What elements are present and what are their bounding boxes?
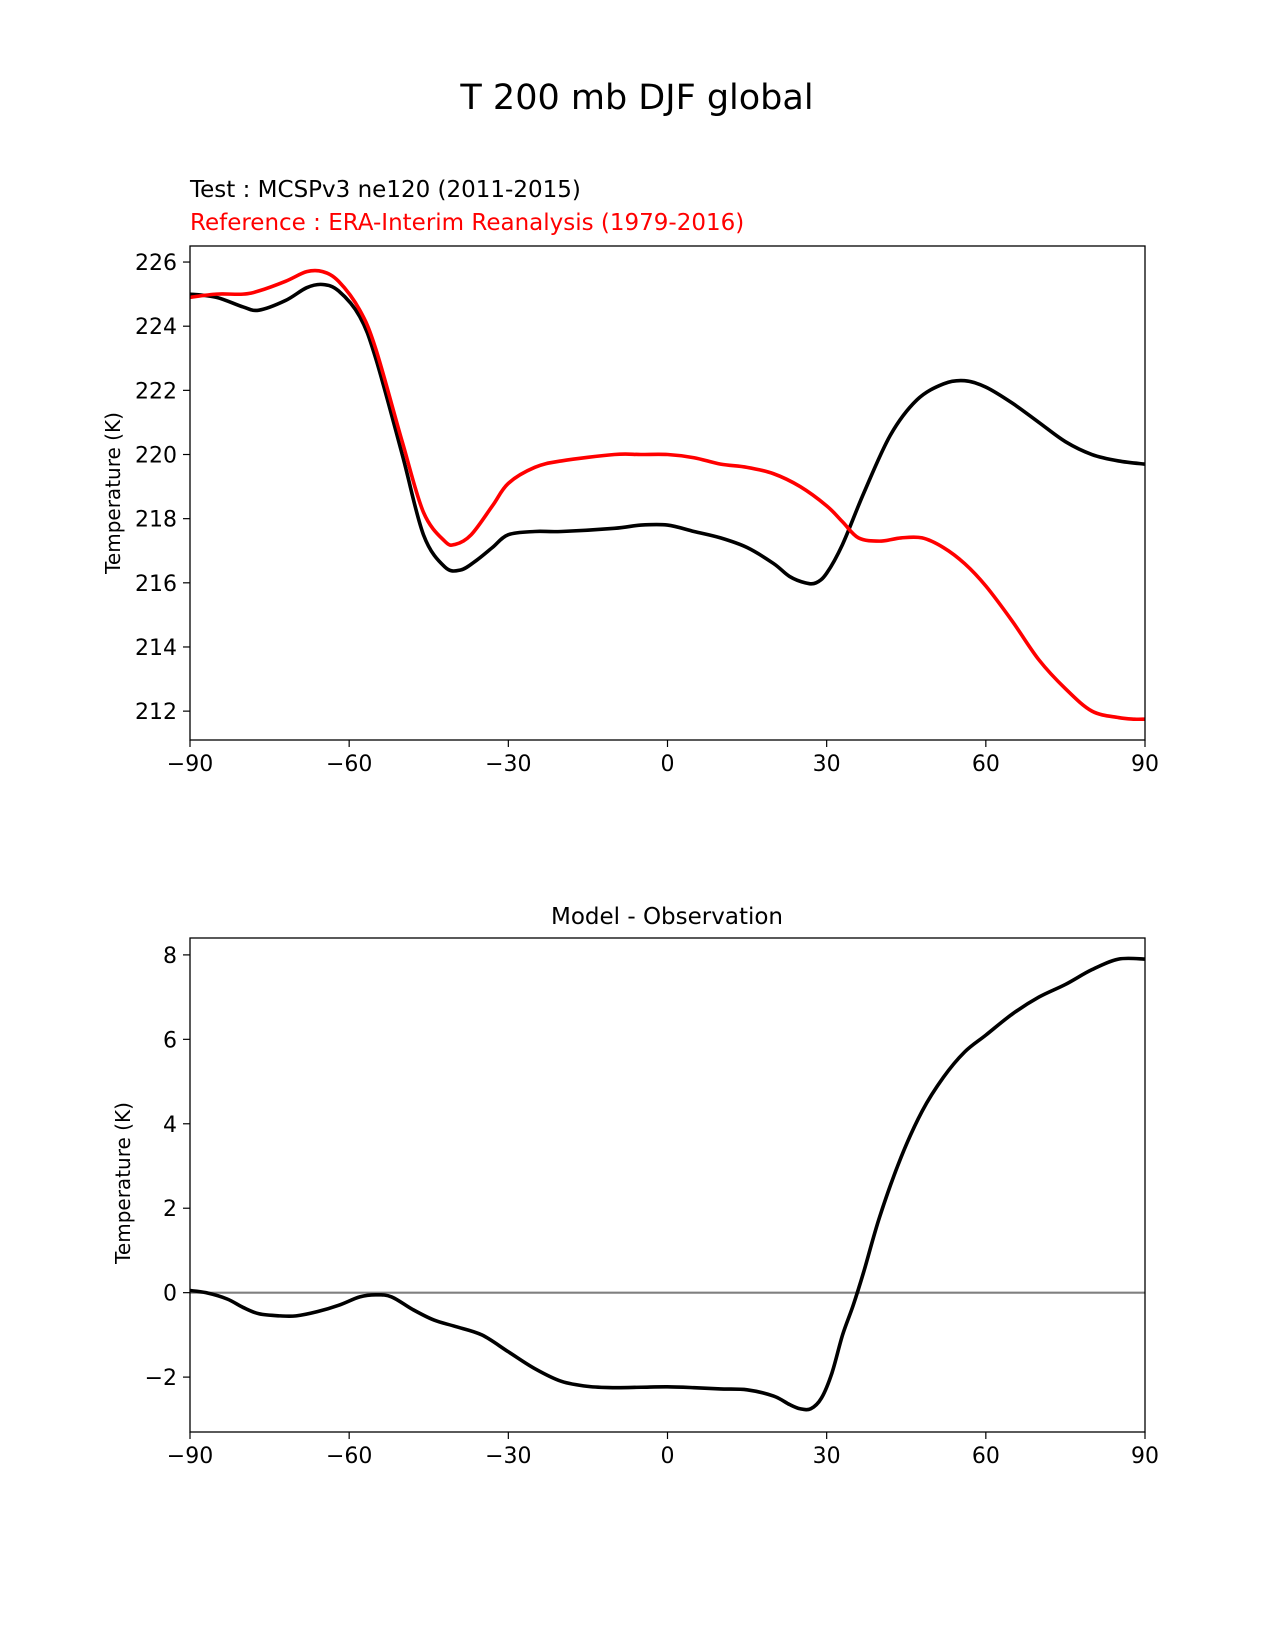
top-x-tick-label: 0 xyxy=(661,752,675,777)
bottom-x-tick-label: 0 xyxy=(661,1444,675,1469)
bottom-y-tick-label: 0 xyxy=(163,1282,177,1307)
top-panel: Test : MCSPv3 ne120 (2011-2015) Referenc… xyxy=(101,177,1159,777)
top-x-tick-label: −30 xyxy=(485,752,531,777)
reference-label: Reference : ERA-Interim Reanalysis (1979… xyxy=(190,210,744,236)
bottom-lines xyxy=(190,956,1145,1412)
top-x-tick-label: 60 xyxy=(972,752,1000,777)
top-ticks: −90 −60 −30 0 30 60 90 212 214 216 218 220 222 224 226 xyxy=(135,251,1159,777)
bottom-ticks: −90 −60 −30 0 30 60 90 −2 0 2 4 6 8 xyxy=(145,944,1159,1469)
top-y-tick-label: 212 xyxy=(135,700,177,725)
bottom-y-tick-label: 4 xyxy=(163,1113,177,1138)
top-y-axis-label: Temperature (K) xyxy=(101,412,125,575)
bottom-x-tick-label: −60 xyxy=(326,1444,372,1469)
bottom-panel-title: Model - Observation xyxy=(551,904,783,930)
top-x-tick-label: 30 xyxy=(813,752,841,777)
bottom-series-line-0 xyxy=(190,956,1145,1412)
bottom-x-tick-label: −90 xyxy=(167,1444,213,1469)
top-y-tick-label: 216 xyxy=(135,572,177,597)
bottom-y-tick-label: −2 xyxy=(145,1366,177,1391)
top-x-tick-label: −90 xyxy=(167,752,213,777)
top-x-tick-label: 90 xyxy=(1131,752,1159,777)
bottom-x-tick-label: 90 xyxy=(1131,1444,1159,1469)
top-x-tick-label: −60 xyxy=(326,752,372,777)
bottom-y-tick-label: 6 xyxy=(163,1028,177,1053)
bottom-y-tick-label: 8 xyxy=(163,944,177,969)
bottom-y-tick-label: 2 xyxy=(163,1197,177,1222)
top-series-line-0 xyxy=(190,282,1145,586)
top-y-tick-label: 222 xyxy=(135,379,177,404)
test-label: Test : MCSPv3 ne120 (2011-2015) xyxy=(189,177,581,203)
bottom-y-axis-label: Temperature (K) xyxy=(111,1102,135,1265)
bottom-x-tick-label: 60 xyxy=(972,1444,1000,1469)
bottom-panel: Model - Observation Temperature (K) −90−… xyxy=(111,904,1159,1469)
figure-title: T 200 mb DJF global xyxy=(459,78,813,118)
top-y-tick-label: 214 xyxy=(135,636,177,661)
top-plot-frame xyxy=(189,245,1146,741)
top-y-tick-label: 220 xyxy=(135,444,177,469)
bottom-plot-frame xyxy=(189,937,1146,1433)
top-y-tick-label: 226 xyxy=(135,251,177,276)
top-series-line-1 xyxy=(190,268,1145,722)
top-y-tick-label: 218 xyxy=(135,508,177,533)
bottom-x-tick-label: −30 xyxy=(485,1444,531,1469)
top-y-tick-label: 224 xyxy=(135,315,177,340)
bottom-x-tick-label: 30 xyxy=(813,1444,841,1469)
top-lines xyxy=(190,268,1145,722)
